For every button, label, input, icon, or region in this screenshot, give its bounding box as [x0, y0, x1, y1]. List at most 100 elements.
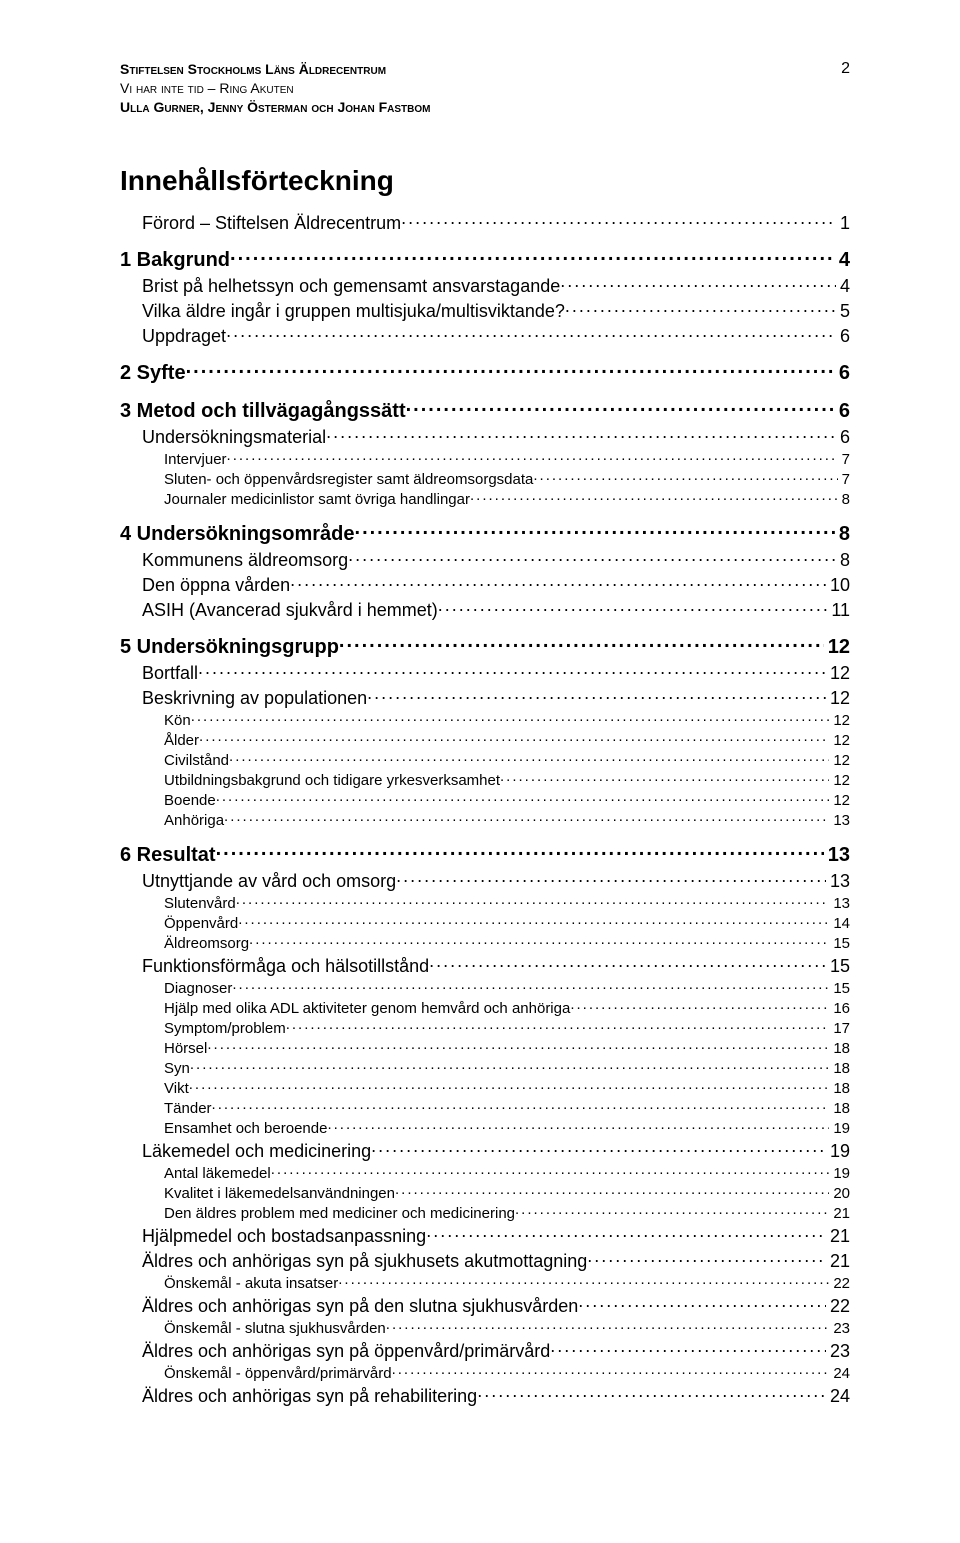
toc-leader-dots — [286, 1018, 830, 1033]
toc-entry[interactable]: 4 Undersökningsområde8 — [120, 520, 850, 546]
toc-entry[interactable]: Hjälp med olika ADL aktiviteter genom he… — [120, 998, 850, 1017]
toc-entry-page: 5 — [836, 301, 850, 322]
toc-leader-dots — [338, 1273, 829, 1288]
toc-leader-dots — [355, 520, 835, 540]
toc-entry-label: ASIH (Avancerad sjukvård i hemmet) — [142, 600, 438, 621]
toc-entry[interactable]: Kvalitet i läkemedelsanvändningen20 — [120, 1183, 850, 1202]
toc-entry[interactable]: Anhöriga13 — [120, 810, 850, 829]
toc-entry-page: 12 — [826, 663, 850, 684]
toc-entry-page: 14 — [829, 915, 850, 932]
toc-entry-label: Önskemål - akuta insatser — [164, 1275, 338, 1292]
toc-leader-dots — [560, 274, 836, 292]
toc-leader-dots — [326, 425, 836, 443]
toc-leader-dots — [401, 211, 836, 229]
toc-leader-dots — [212, 1098, 830, 1113]
toc-entry-page: 12 — [824, 636, 850, 659]
toc-entry[interactable]: Bortfall12 — [120, 661, 850, 684]
toc-leader-dots — [226, 324, 836, 342]
toc-entry-label: Öppenvård — [164, 915, 238, 932]
toc-entry[interactable]: Vikt18 — [120, 1078, 850, 1097]
toc-entry[interactable]: Äldres och anhörigas syn på rehabiliteri… — [120, 1384, 850, 1407]
toc-entry[interactable]: Sluten- och öppenvårdsregister samt äldr… — [120, 469, 850, 488]
toc-entry-page: 16 — [829, 1000, 850, 1017]
toc-entry[interactable]: Undersökningsmaterial6 — [120, 425, 850, 448]
toc-entry[interactable]: Vilka äldre ingår i gruppen multisjuka/m… — [120, 299, 850, 322]
toc-entry[interactable]: Boende12 — [120, 790, 850, 809]
toc-entry-label: Civilstånd — [164, 752, 229, 769]
toc-entry-label: Uppdraget — [142, 326, 226, 347]
toc-entry-label: Den äldres problem med mediciner och med… — [164, 1205, 515, 1222]
toc-entry[interactable]: Slutenvård13 — [120, 893, 850, 912]
toc-leader-dots — [327, 1118, 829, 1133]
toc-leader-dots — [191, 710, 830, 725]
toc-entry-label: Vilka äldre ingår i gruppen multisjuka/m… — [142, 301, 565, 322]
toc-entry[interactable]: Journaler medicinlistor samt övriga hand… — [120, 489, 850, 508]
toc-entry[interactable]: Äldres och anhörigas syn på öppenvård/pr… — [120, 1339, 850, 1362]
toc-entry-page: 21 — [826, 1251, 850, 1272]
toc-entry-page: 22 — [829, 1275, 850, 1292]
toc-leader-dots — [470, 489, 838, 504]
toc-entry[interactable]: Civilstånd12 — [120, 750, 850, 769]
toc-entry[interactable]: 2 Syfte6 — [120, 359, 850, 385]
toc-leader-dots — [216, 790, 830, 805]
toc-entry-label: Utnyttjande av vård och omsorg — [142, 871, 396, 892]
toc-entry-page: 11 — [827, 600, 850, 621]
toc-leader-dots — [406, 397, 835, 417]
toc-entry[interactable]: Hörsel18 — [120, 1038, 850, 1057]
toc-entry-label: Önskemål - slutna sjukhusvården — [164, 1320, 386, 1337]
toc-entry[interactable]: Förord – Stiftelsen Äldrecentrum1 — [120, 211, 850, 234]
toc-entry[interactable]: Intervjuer7 — [120, 449, 850, 468]
toc-entry[interactable]: 3 Metod och tillvägagångssätt6 — [120, 397, 850, 423]
toc-entry[interactable]: Önskemål - öppenvård/primärvård24 — [120, 1363, 850, 1382]
toc-entry[interactable]: Äldreomsorg15 — [120, 933, 850, 952]
toc-entry[interactable]: Brist på helhetssyn och gemensamt ansvar… — [120, 274, 850, 297]
toc-entry-label: Kommunens äldreomsorg — [142, 550, 348, 571]
toc-entry[interactable]: 6 Resultat13 — [120, 841, 850, 867]
toc-entry[interactable]: Öppenvård 14 — [120, 913, 850, 932]
toc-entry-label: Äldres och anhörigas syn på den slutna s… — [142, 1296, 578, 1317]
toc-leader-dots — [290, 573, 826, 591]
toc-entry[interactable]: Ensamhet och beroende19 — [120, 1118, 850, 1137]
toc-entry[interactable]: Äldres och anhörigas syn på den slutna s… — [120, 1294, 850, 1317]
toc-entry[interactable]: Önskemål - slutna sjukhusvården 23 — [120, 1318, 850, 1337]
toc-entry[interactable]: Funktionsförmåga och hälsotillstånd15 — [120, 954, 850, 977]
toc-entry[interactable]: Utbildningsbakgrund och tidigare yrkesve… — [120, 770, 850, 789]
toc-entry[interactable]: Utnyttjande av vård och omsorg13 — [120, 869, 850, 892]
toc-entry-page: 12 — [829, 792, 850, 809]
toc-entry-label: Äldres och anhörigas syn på rehabiliteri… — [142, 1386, 477, 1407]
toc-entry[interactable]: Önskemål - akuta insatser 22 — [120, 1273, 850, 1292]
toc-entry[interactable]: Den äldres problem med mediciner och med… — [120, 1203, 850, 1222]
toc-entry[interactable]: 5 Undersökningsgrupp12 — [120, 633, 850, 659]
toc-leader-dots — [271, 1163, 830, 1178]
toc-entry-label: Äldreomsorg — [164, 935, 249, 952]
toc-entry[interactable]: Tänder18 — [120, 1098, 850, 1117]
running-header: Stiftelsen Stockholms Läns Äldrecentrum … — [120, 60, 850, 117]
toc-entry-page: 23 — [829, 1320, 850, 1337]
toc-entry[interactable]: Beskrivning av populationen12 — [120, 686, 850, 709]
toc-entry-page: 19 — [829, 1165, 850, 1182]
toc-entry[interactable]: Uppdraget6 — [120, 324, 850, 347]
toc-entry-page: 8 — [838, 491, 850, 508]
toc-leader-dots — [550, 1339, 826, 1357]
toc-entry[interactable]: Läkemedel och medicinering19 — [120, 1139, 850, 1162]
toc-entry[interactable]: Syn18 — [120, 1058, 850, 1077]
toc-entry-label: Äldres och anhörigas syn på sjukhusets a… — [142, 1251, 587, 1272]
toc-entry[interactable]: Ålder12 — [120, 730, 850, 749]
toc-entry[interactable]: Kön12 — [120, 710, 850, 729]
toc-entry[interactable]: Antal läkemedel19 — [120, 1163, 850, 1182]
toc-entry[interactable]: ASIH (Avancerad sjukvård i hemmet) 11 — [120, 598, 850, 621]
toc-entry-page: 13 — [829, 895, 850, 912]
toc-entry-label: Diagnoser — [164, 980, 232, 997]
toc-entry[interactable]: Diagnoser15 — [120, 978, 850, 997]
toc-entry[interactable]: Äldres och anhörigas syn på sjukhusets a… — [120, 1249, 850, 1272]
toc-leader-dots — [426, 1224, 826, 1242]
toc-entry[interactable]: Symptom/problem17 — [120, 1018, 850, 1037]
toc-entry[interactable]: Den öppna vården10 — [120, 573, 850, 596]
toc-entry-page: 7 — [838, 471, 850, 488]
document-page: 2 Stiftelsen Stockholms Läns Äldrecentru… — [0, 0, 960, 1543]
toc-entry[interactable]: 1 Bakgrund4 — [120, 246, 850, 272]
toc-entry[interactable]: Hjälpmedel och bostadsanpassning21 — [120, 1224, 850, 1247]
toc-entry[interactable]: Kommunens äldreomsorg8 — [120, 548, 850, 571]
toc-entry-label: 1 Bakgrund — [120, 249, 230, 272]
toc-entry-page: 6 — [835, 362, 850, 385]
